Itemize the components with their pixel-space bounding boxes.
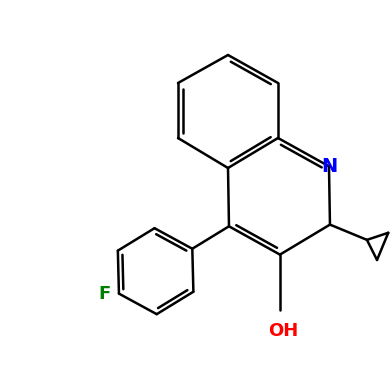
Text: F: F bbox=[99, 285, 111, 303]
Text: N: N bbox=[321, 157, 337, 176]
Text: OH: OH bbox=[268, 322, 298, 339]
